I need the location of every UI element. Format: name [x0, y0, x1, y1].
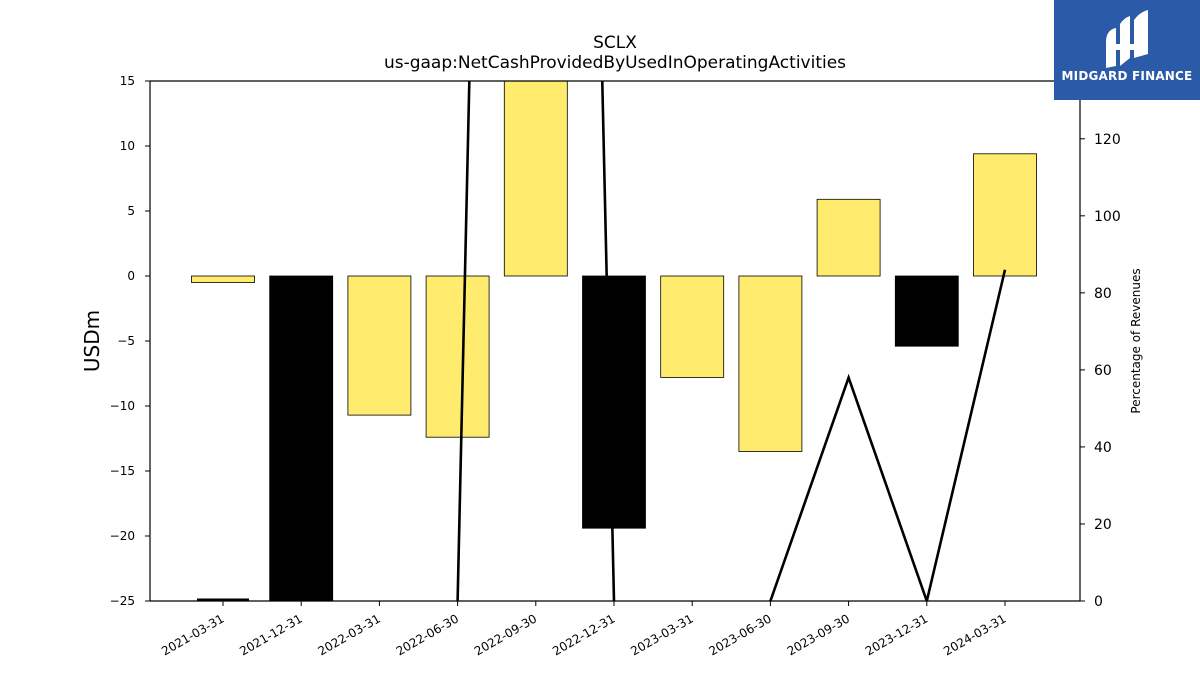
y2-tick-label: 80 [1094, 286, 1112, 302]
y-tick-label: 10 [120, 139, 135, 153]
x-tick-label: 2022-12-31 [550, 611, 617, 658]
bar [269, 275, 334, 601]
bar [738, 275, 803, 452]
x-tick-label: 2023-12-31 [863, 611, 930, 658]
y-tick-label: −5 [117, 334, 135, 348]
y-tick-label: −10 [110, 399, 135, 413]
x-tick-label: 2024-03-31 [941, 611, 1008, 658]
y2-tick-label: 0 [1094, 594, 1103, 610]
chart-title: SCLX [593, 33, 637, 53]
y-tick-label: 15 [120, 74, 135, 88]
x-tick-label: 2022-09-30 [472, 611, 539, 658]
y-tick-label: 5 [127, 204, 135, 218]
bar [660, 275, 725, 378]
y2-axis-label: Percentage of Revenues [1129, 268, 1143, 413]
bar [503, 81, 568, 277]
bars-group [191, 81, 1037, 601]
pct-line-group [197, 81, 1007, 601]
x-tick-label: 2021-03-31 [159, 611, 226, 658]
y2-tick-label: 120 [1094, 132, 1121, 148]
y-tick-label: −20 [110, 529, 135, 543]
bar [191, 275, 255, 283]
y2-tick-label: 60 [1094, 363, 1112, 379]
logo-mark-icon [1106, 10, 1148, 68]
bar [425, 275, 490, 438]
y2-tick-label: 40 [1094, 440, 1112, 456]
x-tick-label: 2022-06-30 [394, 611, 461, 658]
y2-tick-label: 20 [1094, 517, 1112, 533]
x-tick-label: 2021-12-31 [237, 611, 304, 658]
y2-tick-label: 100 [1094, 209, 1121, 225]
pct-line [769, 269, 1007, 601]
x-tick-label: 2023-03-31 [628, 611, 695, 658]
y-tick-label: −25 [110, 594, 135, 608]
x-tick-label: 2022-03-31 [315, 611, 382, 658]
chart-subtitle: us-gaap:NetCashProvidedByUsedInOperating… [384, 53, 846, 73]
x-tick-label: 2023-09-30 [785, 611, 852, 658]
midgard-finance-logo: MIDGARD FINANCE [1054, 0, 1200, 100]
bar [894, 275, 959, 347]
y-tick-label: 0 [127, 269, 135, 283]
bar [816, 198, 881, 277]
x-tick-label: 2023-06-30 [706, 611, 773, 658]
bar [973, 153, 1037, 277]
y-tick-label: −15 [110, 464, 135, 478]
logo-text: MIDGARD FINANCE [1061, 69, 1193, 83]
bar [582, 275, 646, 529]
bar [347, 275, 412, 416]
y-axis-label: USDm [80, 310, 104, 372]
